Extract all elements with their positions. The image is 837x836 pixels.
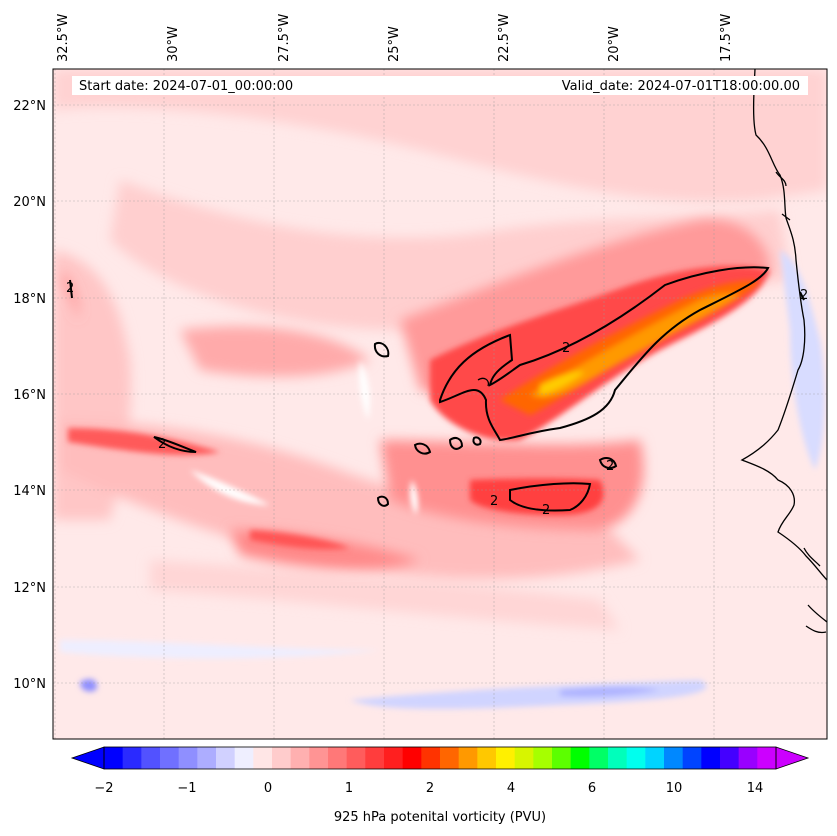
colorbar-cell xyxy=(160,747,180,769)
colorbar-cell xyxy=(290,747,310,769)
colorbar-cell xyxy=(570,747,590,769)
colorbar-cell xyxy=(104,747,124,769)
lon-label: 27.5°W xyxy=(277,14,292,62)
colorbar-tick-label: −1 xyxy=(177,781,196,796)
colorbar-cell xyxy=(384,747,404,769)
lat-label: 10°N xyxy=(13,677,46,692)
date-header: Start date: 2024-07-01_00:00:00 Valid_da… xyxy=(72,76,808,95)
coastline xyxy=(477,69,827,634)
contour-label: 2 xyxy=(800,288,808,303)
lat-label: 16°N xyxy=(13,388,46,403)
colorbar-tick-label: 10 xyxy=(666,781,683,796)
lon-label: 25°W xyxy=(387,26,402,62)
pv-field-shading xyxy=(53,69,827,709)
colorbar-tick-label: −2 xyxy=(94,781,113,796)
colorbar: −2 −1 0 1 2 4 6 10 14 925 hPa potenital … xyxy=(70,746,810,825)
colorbar-cell xyxy=(440,747,460,769)
colorbar-cell xyxy=(365,747,385,769)
colorbar-cell xyxy=(272,747,292,769)
colorbar-cell xyxy=(141,747,161,769)
colorbar-cell xyxy=(309,747,329,769)
colorbar-cell xyxy=(589,747,609,769)
colorbar-cell xyxy=(701,747,721,769)
colorbar-cell xyxy=(458,747,478,769)
contour-label: 2 xyxy=(542,503,550,518)
colorbar-tick-label: 14 xyxy=(747,781,764,796)
colorbar-cell xyxy=(626,747,646,769)
colorbar-cell xyxy=(608,747,628,769)
colorbar-cell xyxy=(738,747,758,769)
map-frame xyxy=(52,68,828,740)
colorbar-cell xyxy=(682,747,702,769)
colorbar-tick-label: 0 xyxy=(264,781,272,796)
colorbar-cell xyxy=(402,747,422,769)
colorbar-cell xyxy=(197,747,217,769)
colorbar-tick-label: 1 xyxy=(345,781,353,796)
colorbar-cell xyxy=(757,747,777,769)
lat-label: 22°N xyxy=(13,99,46,114)
colorbar-cell xyxy=(122,747,142,769)
colorbar-cell xyxy=(346,747,366,769)
colorbar-cell xyxy=(421,747,441,769)
colorbar-tick-label: 2 xyxy=(426,781,434,796)
colorbar-ticks: −2 −1 0 1 2 4 6 10 14 xyxy=(94,781,763,796)
colorbar-cell xyxy=(720,747,740,769)
colorbar-min-extend xyxy=(70,746,105,770)
colorbar-max-extend xyxy=(775,746,810,770)
colorbar-cell xyxy=(533,747,553,769)
map-panel: 2 2 2 2 2 2 2 xyxy=(53,69,827,739)
lon-label: 17.5°W xyxy=(719,14,734,62)
colorbar-cell xyxy=(552,747,572,769)
lat-label: 20°N xyxy=(13,195,46,210)
pv-2-contours xyxy=(69,266,805,512)
lon-label: 30°W xyxy=(166,26,181,62)
colorbar-frame xyxy=(103,746,777,770)
longitude-labels: 32.5°W 30°W 27.5°W 25°W 22.5°W 20°W 17.5… xyxy=(56,14,734,62)
contour-label: 2 xyxy=(490,494,498,509)
pv-contour-labels: 2 2 2 2 2 2 2 xyxy=(66,281,808,518)
colorbar-cell xyxy=(234,747,254,769)
colorbar-cell xyxy=(664,747,684,769)
contour-label: 2 xyxy=(562,341,570,356)
colorbar-cell xyxy=(328,747,348,769)
colorbar-cells xyxy=(104,747,777,769)
contour-label: 2 xyxy=(66,281,74,296)
colorbar-cell xyxy=(178,747,198,769)
lat-label: 18°N xyxy=(13,292,46,307)
map-gridlines xyxy=(53,69,827,739)
colorbar-cell xyxy=(645,747,665,769)
contour-label: 2 xyxy=(606,459,614,474)
lat-label: 12°N xyxy=(13,581,46,596)
colorbar-cell xyxy=(477,747,497,769)
colorbar-tick-label: 4 xyxy=(507,781,515,796)
latitude-labels: 22°N 20°N 18°N 16°N 14°N 12°N 10°N xyxy=(13,99,46,692)
lon-label: 32.5°W xyxy=(56,14,71,62)
colorbar-cell xyxy=(496,747,516,769)
start-date-label: Start date: 2024-07-01_00:00:00 xyxy=(79,79,293,94)
colorbar-cell xyxy=(514,747,534,769)
contour-label: 2 xyxy=(158,437,166,452)
colorbar-title: 925 hPa potenital vorticity (PVU) xyxy=(334,810,546,825)
colorbar-tick-label: 6 xyxy=(588,781,596,796)
lon-label: 20°W xyxy=(607,26,622,62)
colorbar-cell xyxy=(253,747,273,769)
lon-label: 22.5°W xyxy=(497,14,512,62)
lat-label: 14°N xyxy=(13,484,46,499)
colorbar-cell xyxy=(216,747,236,769)
valid-date-label: Valid_date: 2024-07-01T18:00:00.00 xyxy=(562,79,800,94)
